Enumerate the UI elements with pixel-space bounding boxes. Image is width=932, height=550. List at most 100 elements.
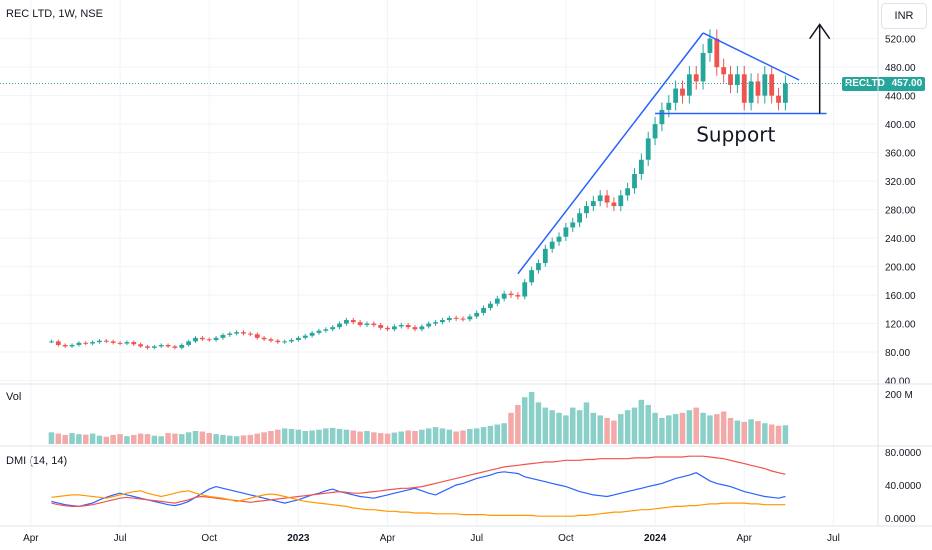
candle-body [138, 344, 144, 347]
time-axis-label: Apr [736, 533, 752, 544]
candle-body [570, 222, 576, 228]
volume-bar [220, 434, 226, 444]
volume-axis-label: 200 M [885, 390, 913, 401]
volume-bar [666, 415, 672, 444]
volume-bar [405, 430, 411, 444]
price-tick-label: 200.00 [885, 263, 916, 274]
volume-bar [398, 431, 405, 444]
volume-bar [631, 407, 638, 444]
volume-bar [412, 431, 418, 444]
time-axis-label: 2024 [644, 533, 667, 544]
candle-body [776, 95, 781, 103]
volume-bar [556, 412, 562, 444]
candle-body [769, 74, 775, 96]
volume-bar [432, 427, 439, 444]
volume-bar [618, 414, 624, 444]
candle-body [179, 344, 185, 348]
volume-bar [316, 429, 322, 444]
candle-body [597, 195, 603, 202]
candle-body [405, 325, 411, 328]
volume-bar [672, 414, 679, 444]
candle-body [275, 340, 281, 343]
candle-body [247, 333, 253, 335]
candle-body [714, 38, 720, 68]
candle-body [282, 341, 288, 343]
volume-bar [727, 418, 734, 444]
volume-bar [371, 432, 377, 444]
candle-body [734, 74, 740, 85]
price-tick-label: 80.00 [885, 348, 910, 359]
candle-body [124, 342, 130, 344]
volume-bar [419, 429, 425, 444]
volume-bar [762, 423, 768, 444]
candle-body [83, 342, 89, 344]
volume-bar [227, 435, 233, 444]
volume-bar [103, 436, 110, 444]
volume-bar [343, 429, 350, 444]
candle-body [625, 188, 631, 196]
time-axis-label: Jul [827, 533, 840, 544]
candle-body [412, 327, 418, 330]
candle-body [542, 248, 548, 264]
candle-body [241, 332, 246, 334]
volume-bar [110, 434, 116, 444]
symbol-tag-label: RECLTD [845, 77, 885, 89]
volume-bar [62, 434, 68, 444]
candle-body [131, 342, 137, 345]
candle-body [481, 307, 486, 313]
candle-body [419, 326, 425, 330]
currency-selector[interactable]: INR [881, 3, 927, 29]
volume-bar [179, 434, 185, 444]
candle-body [199, 337, 205, 340]
candle-body [659, 109, 665, 125]
volume-bar [268, 431, 274, 444]
candle-body [172, 346, 178, 348]
volume-bar [295, 429, 302, 444]
volume-bar [261, 432, 267, 444]
volume-bar [659, 418, 665, 444]
volume-bar [707, 415, 713, 444]
candle-body [261, 337, 267, 340]
candle-body [501, 293, 507, 299]
candle-body [76, 342, 82, 345]
volume-bar [199, 431, 206, 444]
volume-bar [535, 402, 542, 444]
candle-body [220, 334, 226, 338]
candle-body [762, 74, 768, 96]
volume-bar [117, 434, 123, 444]
volume-bar [192, 431, 199, 444]
candle-body [590, 201, 596, 207]
volume-bar [165, 433, 171, 444]
volume-bar [96, 435, 103, 444]
candle-body [446, 317, 452, 321]
candle-body [728, 74, 733, 85]
volume-bar [775, 425, 782, 444]
volume-bar [124, 436, 130, 444]
volume-bar [357, 431, 363, 444]
price-tick-label: 160.00 [885, 291, 916, 302]
price-tick-label: 360.00 [885, 149, 916, 160]
candle-body [686, 74, 692, 96]
volume-bar [652, 412, 658, 444]
candle-body [323, 329, 329, 331]
price-tick-label: 40.00 [885, 377, 910, 388]
volume-bar [645, 405, 651, 444]
candle-body [254, 334, 260, 338]
dmi-pane-label: DMI (14, 14) [6, 455, 68, 467]
volume-bar [48, 432, 55, 444]
volume-bar [782, 425, 789, 444]
volume-bar [439, 428, 446, 444]
volume-bar [329, 427, 336, 444]
breakout-arrow-head [809, 23, 831, 40]
candle-body [55, 341, 61, 345]
candle-body [741, 74, 747, 103]
volume-bar [281, 428, 288, 444]
volume-bar [515, 405, 521, 444]
candle-body [309, 332, 315, 336]
candle-body [693, 74, 699, 82]
volume-bar [213, 434, 219, 444]
candle-body [645, 138, 651, 160]
volume-bar [693, 407, 699, 444]
candle-body [330, 327, 336, 330]
